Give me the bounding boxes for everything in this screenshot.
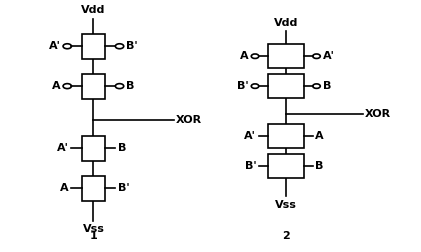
Bar	[268, 74, 304, 98]
Text: Vss: Vss	[83, 225, 104, 234]
Text: 2: 2	[282, 231, 290, 241]
Text: A: A	[315, 131, 324, 141]
Text: Vdd: Vdd	[274, 18, 298, 27]
Bar	[82, 74, 105, 99]
Bar	[82, 176, 105, 201]
Text: A: A	[60, 183, 69, 193]
Text: A': A'	[323, 51, 335, 61]
Text: B': B'	[126, 41, 138, 51]
Bar	[268, 124, 304, 148]
Text: B: B	[118, 143, 126, 153]
Text: B': B'	[118, 183, 130, 193]
Text: A: A	[240, 51, 249, 61]
Text: XOR: XOR	[365, 109, 391, 118]
Text: B': B'	[237, 81, 249, 91]
Bar	[268, 154, 304, 178]
Bar	[82, 34, 105, 59]
Text: A': A'	[245, 131, 256, 141]
Bar	[82, 136, 105, 161]
Text: B': B'	[245, 161, 256, 171]
Text: A': A'	[49, 41, 61, 51]
Text: A': A'	[57, 143, 69, 153]
Text: Vdd: Vdd	[81, 5, 106, 15]
Text: B: B	[323, 81, 331, 91]
Bar	[268, 44, 304, 68]
Text: B: B	[126, 81, 135, 91]
Text: B: B	[315, 161, 324, 171]
Text: A: A	[52, 81, 61, 91]
Text: 1: 1	[90, 231, 97, 241]
Text: Vss: Vss	[275, 200, 297, 209]
Text: XOR: XOR	[176, 115, 202, 125]
